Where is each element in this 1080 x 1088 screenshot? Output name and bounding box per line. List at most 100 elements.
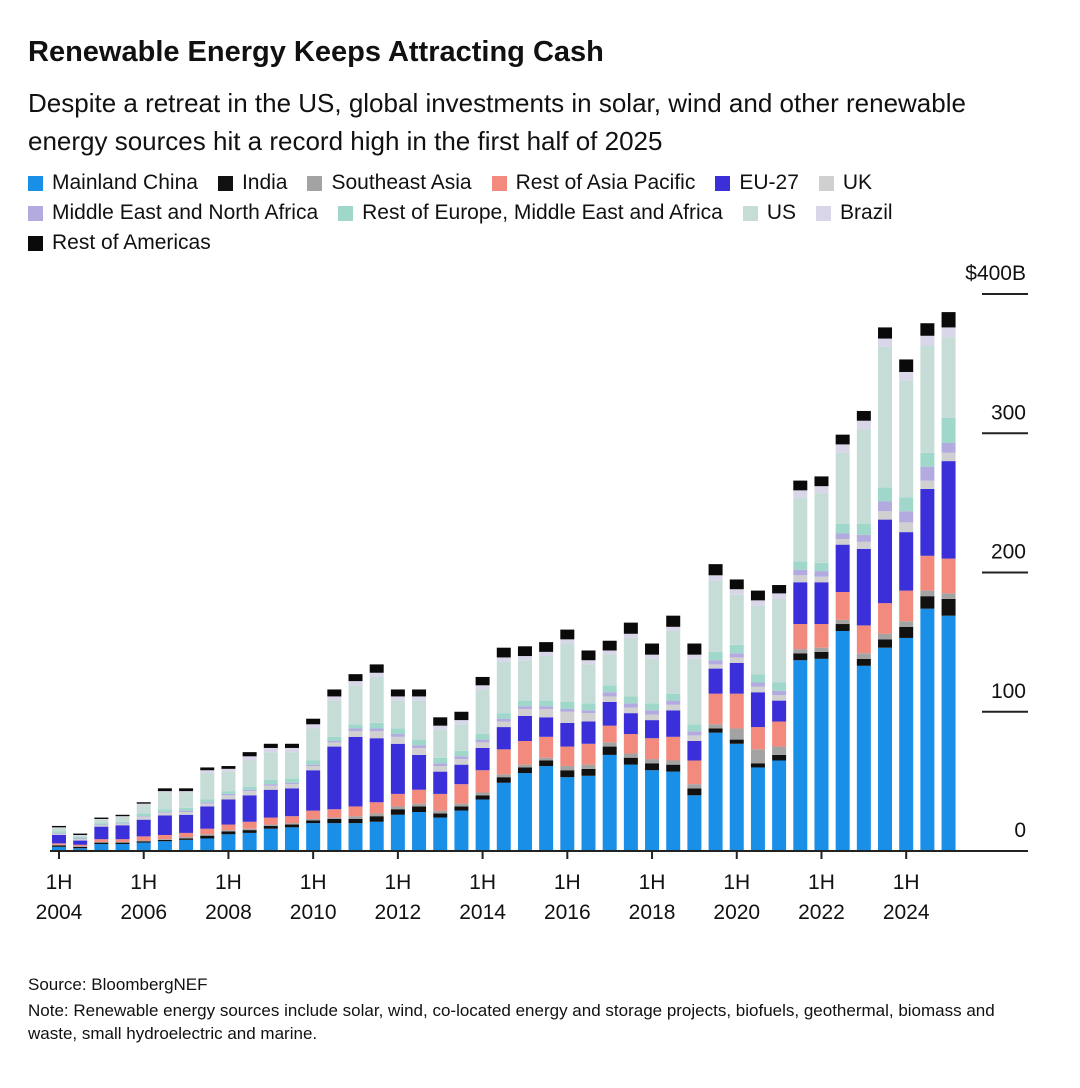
bar-segment <box>899 621 914 627</box>
bar-segment <box>475 792 490 796</box>
legend-label: Middle East and North Africa <box>52 201 319 224</box>
bar-segment <box>602 702 617 726</box>
bar-segment <box>369 738 384 803</box>
bar-segment <box>687 795 702 851</box>
bar-segment <box>221 824 236 831</box>
bar-segment <box>856 541 871 549</box>
bar-segment <box>412 803 427 807</box>
bar-segment <box>242 828 257 831</box>
bar-segment <box>602 742 617 747</box>
bar-segment <box>623 753 638 758</box>
bar-segment <box>878 327 893 339</box>
bar-segment <box>115 844 130 851</box>
legend-item: US <box>742 198 796 228</box>
legend-swatch <box>217 175 233 191</box>
bar-segment <box>242 760 257 787</box>
legend-label: Rest of Asia Pacific <box>515 171 696 194</box>
bar-segment <box>412 696 427 701</box>
bar-segment <box>581 660 596 665</box>
bar-segment <box>73 844 88 847</box>
x-tick-label: 1H 2010 <box>289 871 337 924</box>
bar-segment <box>899 511 914 523</box>
bar-segment <box>221 830 236 832</box>
bar-segment <box>878 511 893 520</box>
bar-segment <box>348 681 363 686</box>
bar-segment <box>136 805 151 814</box>
bar-segment <box>772 690 787 696</box>
bar-segment <box>454 764 469 785</box>
bar-segment <box>284 824 299 828</box>
bar-segment <box>475 689 490 735</box>
bar-segment <box>666 704 681 711</box>
bar-segment <box>348 823 363 851</box>
bar-segment <box>157 815 172 835</box>
bar-segment <box>814 576 829 583</box>
bar-segment <box>729 579 744 590</box>
bar-segment <box>369 664 384 673</box>
bar-segment <box>157 834 172 840</box>
bar-segment <box>327 740 342 743</box>
bar-segment <box>878 647 893 851</box>
bar-segment <box>179 791 194 793</box>
bar-segment <box>814 562 829 572</box>
bar-segment <box>729 728 744 740</box>
bar-segment <box>52 843 66 845</box>
bar-segment <box>581 721 596 744</box>
bar-segment <box>94 818 109 820</box>
bar-segment <box>306 820 321 824</box>
bar-segment <box>560 777 575 851</box>
bar-segment <box>284 827 299 851</box>
bar-segment <box>94 823 109 825</box>
bar-segment <box>708 693 723 725</box>
bar-segment <box>517 660 532 701</box>
bar-segment <box>666 710 681 737</box>
bar-segment <box>878 603 893 634</box>
bar-segment <box>369 731 384 739</box>
bar-segment <box>179 839 194 851</box>
bar-segment <box>306 810 321 819</box>
bar-segment <box>539 736 554 758</box>
bar-segment <box>242 789 257 792</box>
bar-segment <box>687 731 702 736</box>
bar-segment <box>136 836 151 841</box>
bar-segment <box>539 760 554 767</box>
legend-swatch <box>742 205 758 221</box>
legend-swatch <box>307 175 323 191</box>
bar-segment <box>73 837 88 839</box>
bar-segment <box>835 444 850 453</box>
chart-subtitle: Despite a retreat in the US, global inve… <box>28 88 966 156</box>
bar-segment <box>94 844 109 851</box>
bar-segment <box>412 689 427 697</box>
bar-segment <box>814 486 829 494</box>
bar-segment <box>835 539 850 545</box>
bar-segment <box>772 695 787 701</box>
bar-segment <box>666 760 681 765</box>
bar-segment <box>115 821 130 824</box>
bar-segment <box>539 642 554 652</box>
bar-segment <box>793 480 808 491</box>
bar-segment <box>941 615 956 851</box>
bar-segment <box>623 696 638 704</box>
bar-segment <box>433 717 448 726</box>
bar-segment <box>666 693 681 701</box>
bar-segment <box>750 590 765 601</box>
bar-segment <box>941 558 956 594</box>
bar-segment <box>263 789 278 818</box>
bar-segment <box>157 788 172 792</box>
bar-segment <box>560 711 575 723</box>
bar-segment <box>814 582 829 625</box>
bar-segment <box>920 590 935 597</box>
bar-segment <box>941 337 956 418</box>
legend-item: Rest of Europe, Middle East and Africa <box>338 198 723 228</box>
bar-segment <box>602 640 617 651</box>
bar-segment <box>157 841 172 851</box>
bar-segment <box>878 633 893 640</box>
bar-segment <box>348 674 363 682</box>
bar-segment <box>242 786 257 790</box>
bar-segment <box>772 721 787 747</box>
bar-segment <box>856 658 871 666</box>
legend: Mainland China India Southeast Asia Rest of… <box>28 168 1038 258</box>
bar-segment <box>623 734 638 754</box>
bar-segment <box>793 660 808 851</box>
bar-segment <box>645 703 660 711</box>
